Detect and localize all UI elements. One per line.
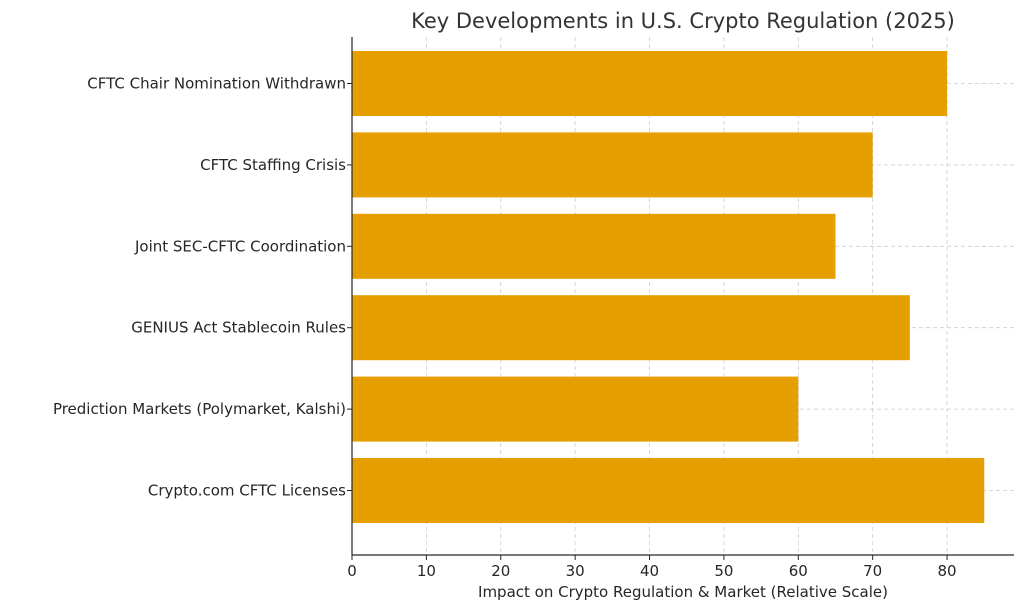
bar — [352, 295, 910, 361]
x-tick-label: 20 — [491, 562, 510, 580]
x-tick-label: 30 — [566, 562, 585, 580]
bar — [352, 376, 799, 442]
category-label: Joint SEC-CFTC Coordination — [134, 237, 346, 255]
bar — [352, 51, 948, 116]
bar — [352, 458, 985, 523]
category-label: GENIUS Act Stablecoin Rules — [131, 319, 346, 337]
category-label: CFTC Chair Nomination Withdrawn — [87, 75, 346, 93]
x-tick-label: 0 — [347, 562, 357, 580]
category-label: Prediction Markets (Polymarket, Kalshi) — [53, 400, 346, 418]
x-tick-label: 80 — [938, 562, 957, 580]
bars — [352, 51, 985, 523]
category-labels: CFTC Chair Nomination Withdrawn CFTC Staf… — [53, 75, 346, 500]
bar — [352, 132, 873, 198]
x-tick-label: 10 — [417, 562, 436, 580]
chart-title: Key Developments in U.S. Crypto Regulati… — [411, 9, 955, 33]
x-axis-label: Impact on Crypto Regulation & Market (Re… — [478, 583, 888, 601]
category-label: Crypto.com CFTC Licenses — [148, 482, 346, 500]
x-ticks: 0 10 20 30 40 50 60 70 80 — [347, 83, 957, 580]
axes — [351, 37, 1014, 556]
x-tick-label: 40 — [640, 562, 659, 580]
x-tick-label: 70 — [863, 562, 882, 580]
category-label: CFTC Staffing Crisis — [200, 156, 346, 174]
x-tick-label: 50 — [714, 562, 733, 580]
bar — [352, 213, 836, 279]
x-tick-label: 60 — [789, 562, 808, 580]
